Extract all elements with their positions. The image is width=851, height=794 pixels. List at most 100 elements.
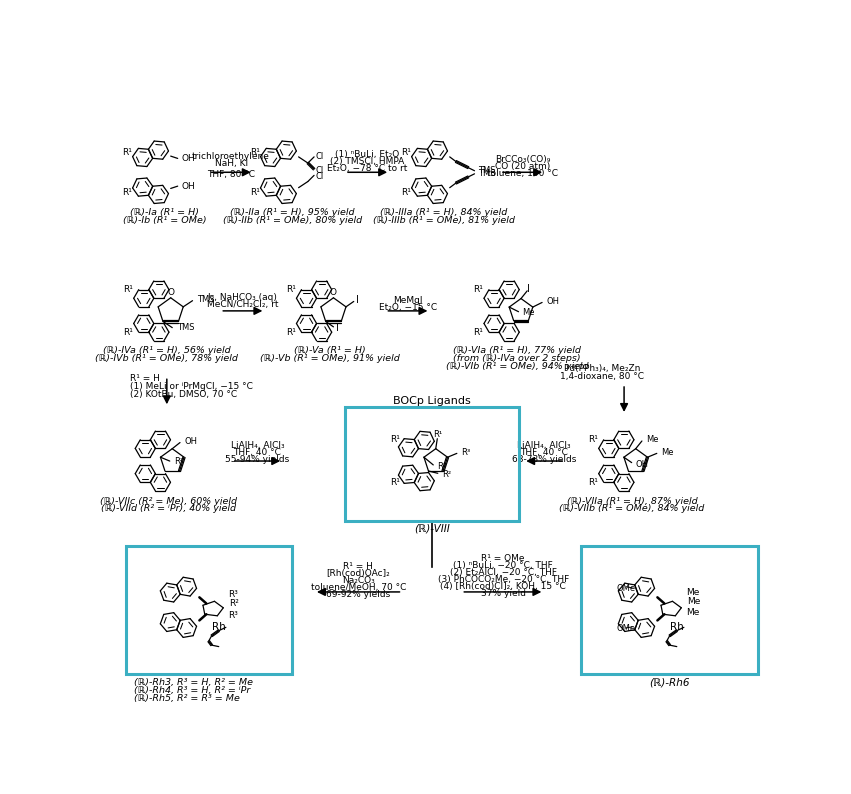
Text: (2) KOtBu, DMSO, 70 °C: (2) KOtBu, DMSO, 70 °C [129,390,237,399]
Bar [345,407,519,521]
Text: R¹: R¹ [123,188,132,197]
Text: CO (20 atm): CO (20 atm) [495,162,551,171]
Text: R¹: R¹ [402,188,411,197]
Text: (ℝ)-Rh3, R³ = H, R² = Me: (ℝ)-Rh3, R³ = H, R² = Me [134,678,253,688]
Text: (2) TMSCl, HMPA: (2) TMSCl, HMPA [330,157,405,166]
Text: R¹: R¹ [390,478,400,487]
Text: (ℝ)-Vb (R¹ = OMe), 91% yield: (ℝ)-Vb (R¹ = OMe), 91% yield [260,354,399,363]
Text: R¹: R¹ [473,285,483,294]
Text: Pd(PPh₃)₄, Me₂Zn: Pd(PPh₃)₄, Me₂Zn [564,364,641,373]
Text: R¹ = H: R¹ = H [129,374,159,384]
Text: R¹: R¹ [588,435,598,444]
Text: TMS: TMS [478,169,496,179]
Text: (ℝ)-Va (R¹ = H): (ℝ)-Va (R¹ = H) [294,346,365,356]
Text: Me: Me [523,308,535,317]
Text: 37% yield: 37% yield [481,589,526,598]
Text: (ℝ)-IIIa (R¹ = H), 84% yield: (ℝ)-IIIa (R¹ = H), 84% yield [380,208,507,217]
Text: I: I [528,283,530,294]
Text: (ℝ)-IIa (R¹ = H), 95% yield: (ℝ)-IIa (R¹ = H), 95% yield [230,208,355,217]
Text: 69-92% yields: 69-92% yields [326,590,391,599]
Text: (ℝ)-VIIa (R¹ = H), 87% yield: (ℝ)-VIIa (R¹ = H), 87% yield [567,496,697,506]
Text: toluene/MeOH, 70 °C: toluene/MeOH, 70 °C [311,583,406,592]
Text: O: O [167,288,174,297]
Text: R¹: R¹ [588,478,598,487]
Text: (4) [Rh(cod)Cl]₂, KOH, 15 °C: (4) [Rh(cod)Cl]₂, KOH, 15 °C [440,582,566,591]
Text: R²: R² [442,469,451,479]
Text: (ℝ)-Rh4, R³ = H, R² = ⁱPr: (ℝ)-Rh4, R³ = H, R² = ⁱPr [134,686,249,695]
Text: Me: Me [660,448,673,457]
Text: toluene, 100 °C: toluene, 100 °C [487,169,558,179]
Text: 55-94% yields: 55-94% yields [226,455,289,464]
Text: (ℝ)-Rh6: (ℝ)-Rh6 [649,678,690,688]
Text: Cl: Cl [316,166,324,175]
Text: TMS: TMS [197,295,214,303]
Text: (ℝ)-Ib (R¹ = OMe): (ℝ)-Ib (R¹ = OMe) [123,215,206,225]
Bar [126,545,293,674]
Text: R¹: R¹ [123,148,132,156]
Text: R³: R³ [228,590,238,599]
Text: LiAlH₄, AlCl₃: LiAlH₄, AlCl₃ [231,441,284,450]
Text: THF, 40 °C: THF, 40 °C [520,448,568,457]
Text: R¹ = H: R¹ = H [343,562,374,571]
Text: R²: R² [230,599,239,608]
Text: (ℝ)-Ia (R¹ = H): (ℝ)-Ia (R¹ = H) [130,208,199,217]
Text: R¹: R¹ [123,285,133,294]
Text: R¹: R¹ [473,328,483,337]
Text: [Rh(cod)OAc]₂: [Rh(cod)OAc]₂ [327,569,390,578]
Text: I: I [336,323,339,333]
Text: trichloroethylene: trichloroethylene [192,152,270,161]
Text: OMe: OMe [616,623,636,633]
Text: Me: Me [686,588,700,597]
Text: MeCN/CH₂Cl₂, rt: MeCN/CH₂Cl₂, rt [207,300,278,309]
Text: (ℝ)-VIa (R¹ = H), 77% yield: (ℝ)-VIa (R¹ = H), 77% yield [454,346,581,356]
Bar [581,545,758,674]
Text: (ℝ)-IIb (R¹ = OMe), 80% yield: (ℝ)-IIb (R¹ = OMe), 80% yield [223,215,362,225]
Text: BrCCo₃(CO)₉: BrCCo₃(CO)₉ [495,155,551,164]
Text: Rh: Rh [670,622,683,631]
Text: Rh: Rh [212,622,226,631]
Text: Cl: Cl [316,152,324,161]
Text: (ℝ)-Rh5, R² = R³ = Me: (ℝ)-Rh5, R² = R³ = Me [134,694,239,703]
Text: R¹: R¹ [123,328,133,337]
Text: (1) ⁿBuLi, −20 °C, THF: (1) ⁿBuLi, −20 °C, THF [454,561,553,570]
Text: R¹: R¹ [390,435,400,444]
Text: (ℝ)-VIIc (R² = Me), 60% yield: (ℝ)-VIIc (R² = Me), 60% yield [100,496,237,506]
Text: R¹ = OMe: R¹ = OMe [482,554,525,563]
Text: R³: R³ [460,448,470,457]
Text: R¹: R¹ [286,328,296,337]
Text: (2) Et₂AlCl, −20 °C, THF: (2) Et₂AlCl, −20 °C, THF [449,569,557,577]
Text: Cl: Cl [316,172,324,180]
Text: R³: R³ [228,611,238,619]
Text: TMS: TMS [177,323,194,332]
Text: (1) MeLi or ⁱPrMgCl, −15 °C: (1) MeLi or ⁱPrMgCl, −15 °C [129,382,253,391]
Text: OH: OH [185,437,197,446]
Text: R¹: R¹ [250,188,260,197]
Text: TMS: TMS [478,166,496,175]
Text: 1,4-dioxane, 80 °C: 1,4-dioxane, 80 °C [560,372,644,381]
Text: I: I [356,295,359,305]
Text: (ℝ)-IVa (R¹ = H), 56% yield: (ℝ)-IVa (R¹ = H), 56% yield [103,346,231,356]
Text: R¹: R¹ [286,285,296,294]
Text: O: O [330,288,337,297]
Text: I₂, NaHCO₃ (aq): I₂, NaHCO₃ (aq) [208,293,277,303]
Text: OH: OH [181,182,195,191]
Text: Et₂O, −15 °C: Et₂O, −15 °C [379,303,437,311]
Text: (1) ⁿBuLi, Et₂O: (1) ⁿBuLi, Et₂O [335,150,400,159]
Text: (ℝ)-VIII: (ℝ)-VIII [414,524,449,534]
Text: THF, 40 °C: THF, 40 °C [233,448,282,457]
Text: OH: OH [636,460,648,468]
Text: (ℝ)-VIId (R² = ⁱPr), 40% yield: (ℝ)-VIId (R² = ⁱPr), 40% yield [101,504,236,513]
Text: (ℝ)-VIb (R¹ = OMe), 94% yield: (ℝ)-VIb (R¹ = OMe), 94% yield [446,362,588,371]
Text: (3) PhCOCO₂Me, −20 °C, THF: (3) PhCOCO₂Me, −20 °C, THF [437,575,568,584]
Text: 68-73% yields: 68-73% yields [512,455,576,464]
Text: OH: OH [546,297,560,306]
Text: Na₂CO₃: Na₂CO₃ [342,576,374,585]
Text: R¹: R¹ [402,148,411,156]
Text: Me: Me [686,608,700,617]
Text: (from (ℝ)-IVa over 2 steps): (from (ℝ)-IVa over 2 steps) [454,354,581,363]
Text: Me: Me [688,597,701,607]
Text: NaH, KI: NaH, KI [214,160,248,168]
Text: LiAlH₄, AlCl₃: LiAlH₄, AlCl₃ [517,441,571,450]
Text: THF, 80 °C: THF, 80 °C [207,170,255,179]
Text: (ℝ)-VIIb (R¹ = OMe), 84% yield: (ℝ)-VIIb (R¹ = OMe), 84% yield [559,504,705,513]
